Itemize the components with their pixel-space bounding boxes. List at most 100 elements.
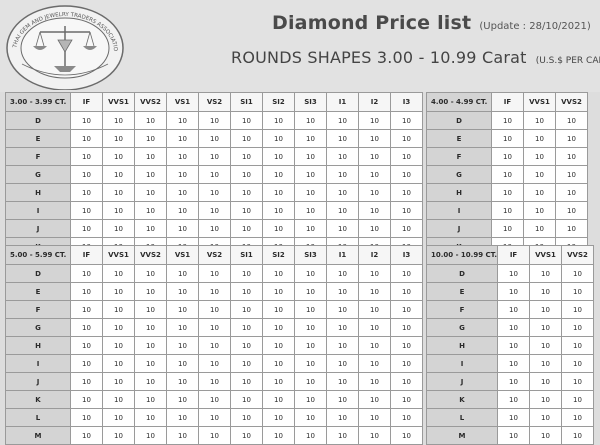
color-grade-label: D	[425, 264, 499, 283]
price-cell: 10	[70, 264, 103, 283]
price-cell: 10	[134, 201, 167, 220]
price-cell: 10	[198, 318, 231, 337]
price-cell: 10	[390, 300, 423, 319]
table-row: I 10 10 10 10 10 10 10 10 10 10 10	[5, 201, 423, 220]
color-grade-label: J	[426, 219, 492, 238]
price-cell: 10	[102, 372, 135, 391]
price-cell: 10	[134, 426, 167, 445]
color-grade-label: L	[425, 408, 499, 427]
clarity-header: VS1	[166, 92, 199, 112]
price-cell: 10	[523, 219, 556, 238]
price-cell: 10	[262, 336, 295, 355]
price-cell: 10	[326, 300, 359, 319]
price-cell: 10	[529, 408, 563, 427]
price-cell: 10	[134, 318, 167, 337]
price-cell: 10	[326, 183, 359, 202]
price-cell: 10	[294, 111, 327, 130]
clarity-header: SI2	[262, 245, 295, 265]
color-grade-label: F	[426, 147, 492, 166]
price-cell: 10	[70, 111, 103, 130]
price-cell: 10	[166, 318, 199, 337]
price-cell: 10	[134, 183, 167, 202]
price-cell: 10	[262, 354, 295, 373]
price-cell: 10	[390, 408, 423, 427]
table-row: I 10 10 10 10 10 10 10 10 10 10 10	[5, 354, 423, 373]
price-cell: 10	[294, 318, 327, 337]
price-cell: 10	[102, 300, 135, 319]
price-cell: 10	[134, 111, 167, 130]
price-cell: 10	[497, 426, 531, 445]
price-cell: 10	[294, 300, 327, 319]
clarity-header: SI3	[294, 245, 327, 265]
table-row: D 10 10 10	[426, 111, 588, 130]
clarity-header: VVS1	[102, 92, 135, 112]
price-cell: 10	[555, 111, 588, 130]
color-grade-label: J	[5, 372, 71, 391]
price-cell: 10	[262, 408, 295, 427]
price-cell: 10	[262, 426, 295, 445]
price-cell: 10	[262, 318, 295, 337]
table-row: D 10 10 10	[425, 264, 595, 283]
price-cell: 10	[358, 201, 391, 220]
color-grade-label: I	[426, 201, 492, 220]
price-cell: 10	[70, 354, 103, 373]
price-cell: 10	[262, 201, 295, 220]
price-cell: 10	[390, 426, 423, 445]
price-cell: 10	[529, 354, 563, 373]
price-cell: 10	[491, 201, 524, 220]
carat-range-label: 5.00 - 5.99 CT.	[5, 245, 71, 265]
price-cell: 10	[523, 111, 556, 130]
price-cell: 10	[198, 129, 231, 148]
color-grade-label: F	[425, 300, 499, 319]
price-cell: 10	[358, 354, 391, 373]
table-row: H 10 10 10	[426, 183, 588, 202]
price-cell: 10	[262, 111, 295, 130]
table-row: F 10 10 10	[425, 300, 595, 319]
price-cell: 10	[561, 354, 595, 373]
clarity-header: I3	[390, 245, 423, 265]
price-cell: 10	[491, 111, 524, 130]
price-cell: 10	[358, 183, 391, 202]
price-cell: 10	[198, 372, 231, 391]
price-cell: 10	[491, 183, 524, 202]
price-cell: 10	[166, 354, 199, 373]
color-grade-label: H	[426, 183, 492, 202]
color-grade-label: H	[5, 183, 71, 202]
price-cell: 10	[390, 318, 423, 337]
clarity-header: IF	[70, 92, 103, 112]
clarity-header: I1	[326, 92, 359, 112]
table-row: E 10 10 10	[425, 282, 595, 301]
color-grade-label: M	[425, 426, 499, 445]
price-cell: 10	[497, 300, 531, 319]
price-cell: 10	[166, 111, 199, 130]
price-cell: 10	[230, 165, 263, 184]
price-cell: 10	[70, 147, 103, 166]
price-cell: 10	[134, 165, 167, 184]
price-cell: 10	[134, 336, 167, 355]
price-cell: 10	[262, 282, 295, 301]
price-cell: 10	[358, 129, 391, 148]
price-cell: 10	[529, 282, 563, 301]
price-cell: 10	[262, 219, 295, 238]
price-cell: 10	[390, 219, 423, 238]
clarity-header: I3	[390, 92, 423, 112]
price-cell: 10	[198, 111, 231, 130]
price-cell: 10	[230, 129, 263, 148]
price-cell: 10	[561, 426, 595, 445]
price-cell: 10	[134, 372, 167, 391]
price-cell: 10	[198, 426, 231, 445]
price-cell: 10	[230, 219, 263, 238]
table-row: E 10 10 10 10 10 10 10 10 10 10 10	[5, 282, 423, 301]
price-cell: 10	[102, 183, 135, 202]
table-row: D 10 10 10 10 10 10 10 10 10 10 10	[5, 264, 423, 283]
price-cell: 10	[134, 264, 167, 283]
price-table-5-00-5-99: 5.00 - 5.99 CT. IF VVS1 VVS2 VS1 VS2 SI1 SI2 SI3…	[5, 245, 423, 445]
price-cell: 10	[166, 201, 199, 220]
table-row: I 10 10 10	[426, 201, 588, 220]
price-cell: 10	[70, 336, 103, 355]
price-cell: 10	[166, 372, 199, 391]
price-cell: 10	[70, 201, 103, 220]
price-cell: 10	[230, 426, 263, 445]
price-cell: 10	[529, 300, 563, 319]
price-cell: 10	[198, 147, 231, 166]
